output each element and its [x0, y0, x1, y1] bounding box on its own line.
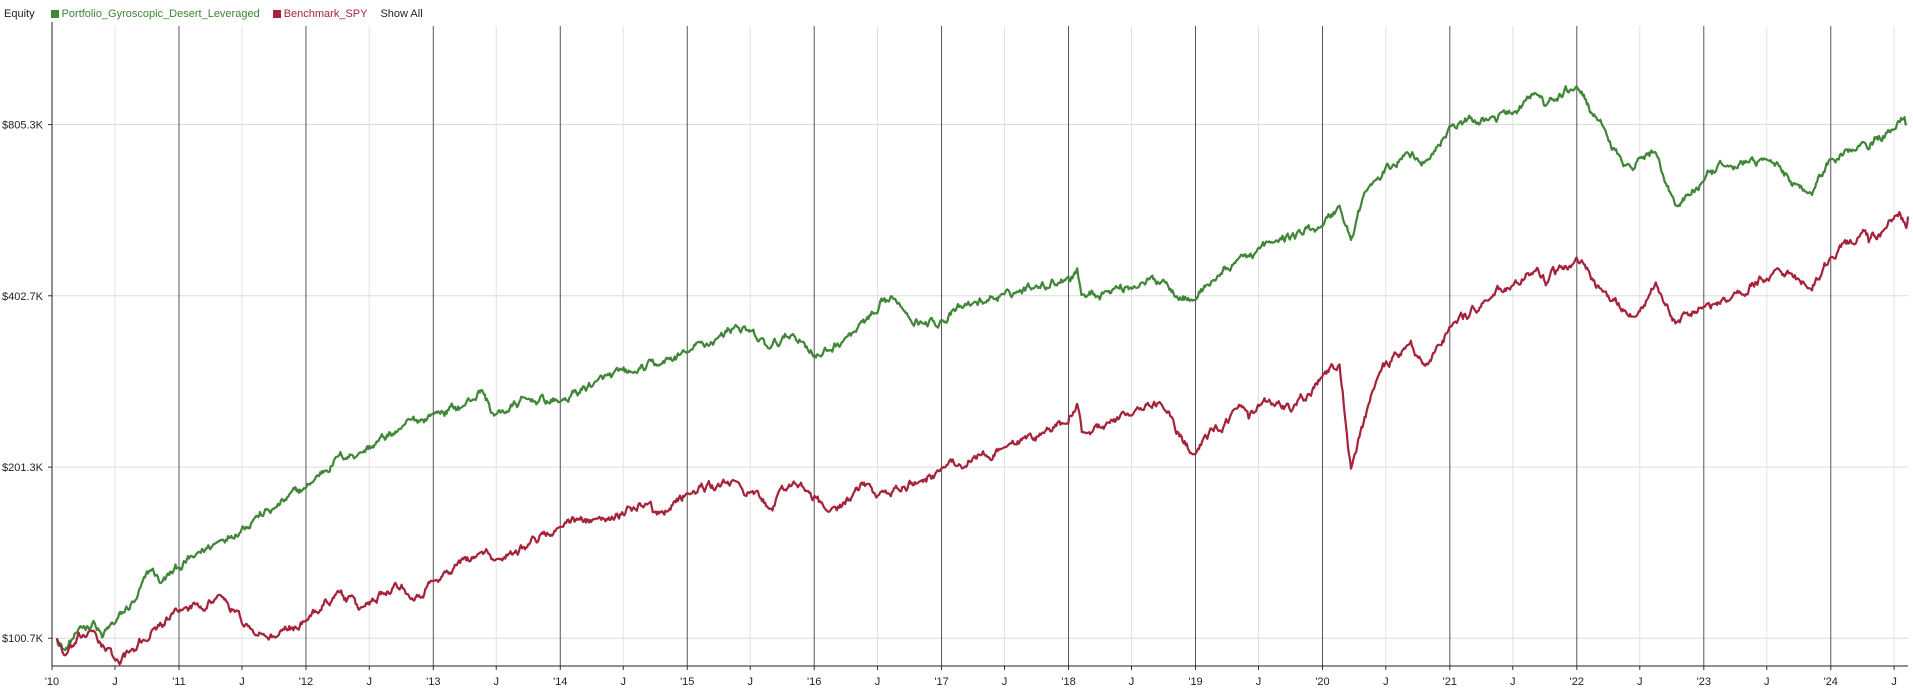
- x-tick-label: '13: [426, 676, 440, 688]
- x-tick-label: J: [112, 676, 118, 688]
- x-tick-label: J: [1256, 676, 1262, 688]
- x-tick-label: J: [1637, 676, 1643, 688]
- legend-title: Equity: [4, 8, 35, 20]
- x-tick-label: '21: [1443, 676, 1457, 688]
- show-all-button[interactable]: Show All: [380, 8, 423, 20]
- legend-label-benchmark: Benchmark_SPY: [283, 8, 368, 20]
- chart-legend: Equity Portfolio_Gyroscopic_Desert_Lever…: [4, 6, 423, 22]
- benchmark-swatch-icon: [272, 10, 281, 18]
- x-tick-label: J: [1891, 676, 1897, 688]
- x-tick-label: '11: [172, 676, 186, 688]
- x-tick-label: '14: [553, 676, 567, 688]
- y-tick-label: $402.7K: [2, 291, 44, 303]
- portfolio-swatch-icon: [50, 10, 59, 18]
- x-tick-label: '12: [299, 676, 313, 688]
- x-tick-label: '17: [934, 676, 948, 688]
- legend-label-portfolio: Portfolio_Gyroscopic_Desert_Leveraged: [61, 8, 260, 20]
- x-tick-label: '18: [1061, 676, 1075, 688]
- x-tick-label: '10: [45, 676, 59, 688]
- y-tick-label: $201.3K: [2, 462, 44, 474]
- x-tick-label: '23: [1697, 676, 1711, 688]
- x-tick-label: J: [875, 676, 881, 688]
- legend-item-portfolio[interactable]: Portfolio_Gyroscopic_Desert_Leveraged: [50, 8, 260, 20]
- x-tick-label: '16: [807, 676, 821, 688]
- y-tick-label: $100.7K: [2, 633, 44, 645]
- x-tick-label: J: [1129, 676, 1135, 688]
- x-tick-label: '22: [1570, 676, 1584, 688]
- x-tick-label: J: [620, 676, 626, 688]
- legend-item-benchmark[interactable]: Benchmark_SPY: [272, 8, 368, 20]
- x-tick-label: J: [747, 676, 753, 688]
- x-tick-label: '19: [1188, 676, 1202, 688]
- x-tick-label: '15: [680, 676, 694, 688]
- x-tick-label: '20: [1315, 676, 1329, 688]
- x-tick-label: J: [367, 676, 373, 688]
- y-tick-label: $805.3K: [2, 120, 44, 132]
- x-tick-label: J: [1383, 676, 1389, 688]
- series-line-portfolio: [55, 85, 1908, 652]
- series-line-benchmark: [55, 211, 1910, 666]
- x-tick-label: '24: [1824, 676, 1838, 688]
- x-tick-label: J: [1510, 676, 1516, 688]
- x-tick-label: J: [1764, 676, 1770, 688]
- x-tick-label: J: [494, 676, 500, 688]
- x-tick-label: J: [239, 676, 245, 688]
- x-tick-label: J: [1002, 676, 1008, 688]
